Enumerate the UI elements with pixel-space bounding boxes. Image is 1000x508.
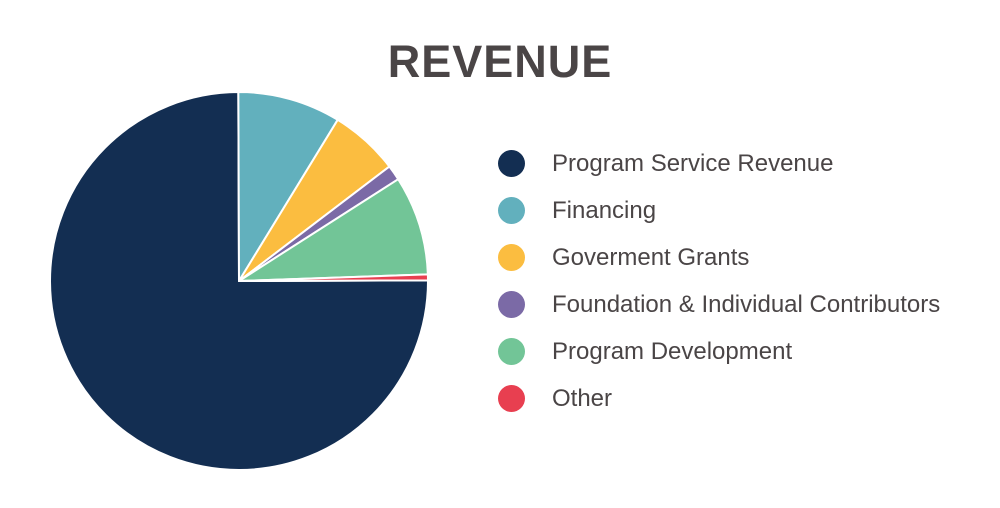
legend-swatch [498, 385, 525, 412]
legend-swatch [498, 291, 525, 318]
legend-swatch [498, 244, 525, 271]
legend-item-financing: Financing [498, 187, 940, 234]
legend-item-program-service-revenue: Program Service Revenue [498, 140, 940, 187]
pie-slice-financing [237, 90, 339, 282]
legend-label: Other [552, 384, 613, 412]
legend-item-goverment-grants: Goverment Grants [498, 234, 940, 281]
legend-swatch [498, 338, 525, 365]
legend-label: Goverment Grants [552, 243, 750, 271]
chart-legend: Program Service Revenue Financing Govermen… [498, 140, 940, 422]
legend-item-program-development: Program Development [498, 328, 940, 375]
legend-label: Financing [552, 196, 657, 224]
pie-slice-other [238, 273, 429, 282]
chart-title: REVENUE [387, 36, 613, 87]
pie-slice-program-development [238, 178, 429, 282]
pie-slice-program-service-revenue [49, 91, 430, 471]
pie-chart [49, 90, 430, 471]
legend-swatch [498, 197, 525, 224]
legend-label: Foundation & Individual Contributors [552, 290, 941, 318]
pie-slices [49, 90, 430, 471]
legend-item-foundation-and-individual-contributors: Foundation & Individual Contributors [498, 281, 940, 328]
legend-label: Program Development [552, 337, 793, 365]
legend-label: Program Service Revenue [552, 149, 834, 177]
legend-swatch [498, 150, 525, 177]
legend-item-other: Other [498, 375, 940, 422]
